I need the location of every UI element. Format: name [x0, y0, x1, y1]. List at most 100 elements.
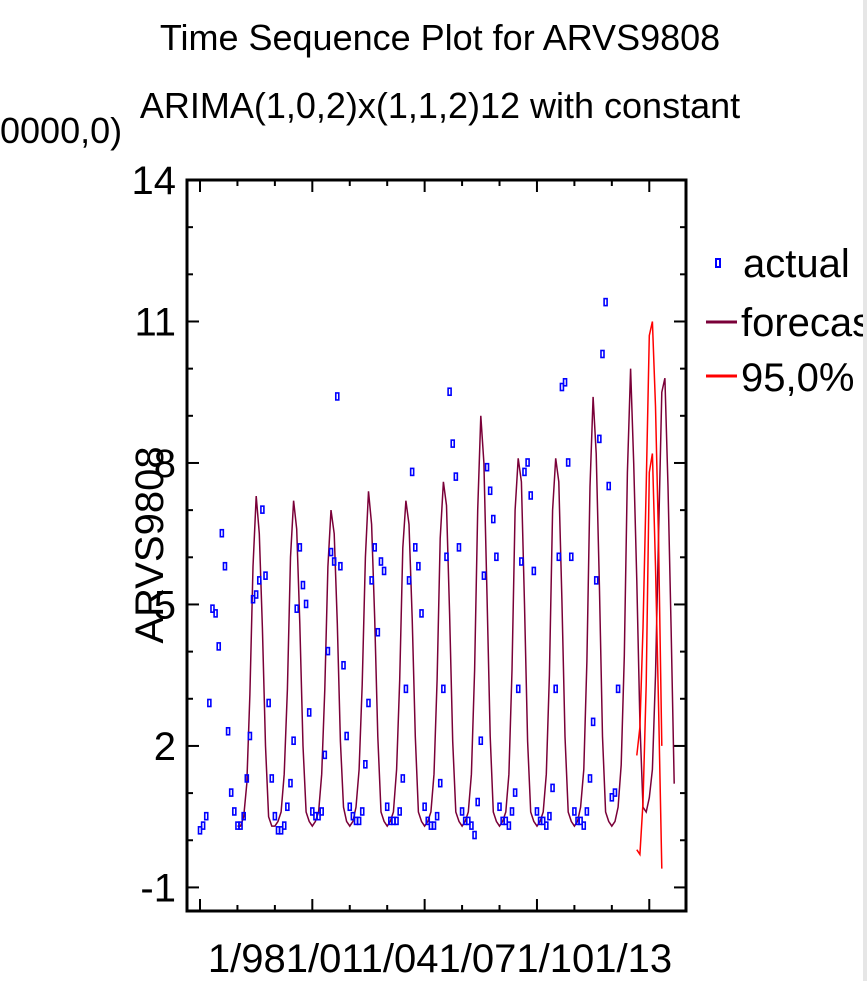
actual-point	[232, 807, 237, 816]
actual-point	[400, 774, 406, 783]
actual-point	[528, 491, 534, 500]
actual-point	[550, 783, 555, 793]
actual-point	[281, 821, 287, 830]
actual-point	[503, 816, 509, 826]
actual-point	[356, 816, 362, 826]
actual-point	[238, 821, 243, 830]
actual-point	[600, 349, 605, 359]
actual-point	[278, 826, 284, 835]
actual-point	[431, 821, 437, 830]
actual-point	[381, 566, 387, 576]
actual-point	[216, 642, 222, 651]
actual-point	[484, 462, 490, 472]
actual-point	[241, 811, 246, 821]
plot-frame	[185, 178, 688, 913]
actual-point	[612, 788, 618, 797]
actual-point	[490, 514, 496, 524]
actual-point	[316, 811, 321, 821]
actual-point	[334, 392, 340, 401]
actual-point	[197, 826, 203, 835]
actual-point	[409, 467, 415, 477]
actual-point	[291, 736, 296, 746]
actual-point	[606, 481, 612, 491]
actual-point	[587, 774, 593, 783]
actual-point	[300, 580, 306, 590]
legend: actual forecast 95,0%	[706, 242, 867, 400]
actual-point	[256, 576, 262, 585]
actual-point	[453, 472, 459, 481]
actual-point	[288, 778, 293, 788]
actual-point	[466, 816, 471, 826]
y-tick-label: 2	[154, 725, 176, 769]
actual-point	[422, 802, 427, 812]
actual-point	[225, 726, 231, 736]
actual-point	[425, 816, 431, 826]
actual-point	[303, 599, 309, 609]
actual-point	[210, 604, 215, 613]
actual-point	[556, 552, 562, 562]
actual-point	[525, 458, 530, 467]
actual-point	[506, 821, 512, 830]
actual-point	[222, 561, 228, 571]
actual-point	[553, 684, 558, 694]
actual-point	[260, 505, 265, 514]
actual-point	[350, 811, 356, 821]
actual-point	[328, 547, 334, 557]
lower-95-limit-line	[636, 453, 663, 869]
actual-point	[547, 811, 552, 821]
actual-point	[266, 698, 271, 708]
actual-point	[366, 698, 371, 708]
actual-point	[325, 646, 331, 656]
y-tick-label: 5	[154, 583, 176, 627]
actual-point	[213, 609, 218, 618]
legend-label-actual: actual	[743, 242, 850, 286]
actual-point	[247, 731, 253, 741]
actual-point	[434, 811, 440, 821]
actual-point	[228, 788, 234, 797]
actual-point	[406, 576, 412, 585]
actual-point	[522, 467, 527, 477]
actual-point	[481, 571, 487, 580]
x-axis-ticks	[199, 180, 651, 911]
actual-point	[450, 439, 456, 448]
actual-point	[297, 543, 303, 552]
actual-point	[384, 802, 390, 812]
forecast-line	[237, 368, 675, 828]
actual-point	[416, 561, 421, 571]
chart-title: Time Sequence Plot for ARVS9808	[160, 17, 720, 58]
actual-point	[531, 566, 537, 576]
actual-point	[200, 821, 206, 830]
actual-point	[581, 821, 587, 830]
y-axis-label: ARVS9808	[128, 446, 172, 643]
actual-point	[372, 543, 378, 552]
actual-point	[509, 807, 515, 816]
actual-point	[584, 807, 590, 816]
actual-point	[590, 717, 596, 727]
legend-label-95-interval: 95,0%	[741, 356, 854, 400]
y-tick-label: 11	[134, 300, 176, 344]
actual-point	[219, 528, 225, 538]
actual-point	[359, 807, 365, 816]
actual-point	[540, 816, 546, 826]
actual-point	[412, 543, 418, 552]
actual-point	[565, 458, 571, 467]
legend-marker-actual	[715, 258, 721, 268]
actual-point	[578, 816, 583, 826]
actual-point	[456, 543, 462, 552]
actual-point	[568, 552, 574, 562]
actual-point	[494, 552, 499, 562]
actual-point	[331, 557, 337, 566]
y-tick-label: -1	[140, 866, 176, 910]
actual-point	[478, 736, 484, 746]
actual-point	[250, 594, 256, 604]
actual-point	[419, 609, 424, 618]
actual-point	[562, 377, 568, 387]
actual-point	[519, 557, 524, 566]
actual-point	[347, 802, 353, 812]
y-tick-label: 14	[132, 159, 177, 203]
actual-point	[609, 793, 615, 802]
actual-point	[534, 807, 540, 816]
actual-point	[597, 434, 602, 444]
upper-95-limit-line	[636, 321, 663, 756]
